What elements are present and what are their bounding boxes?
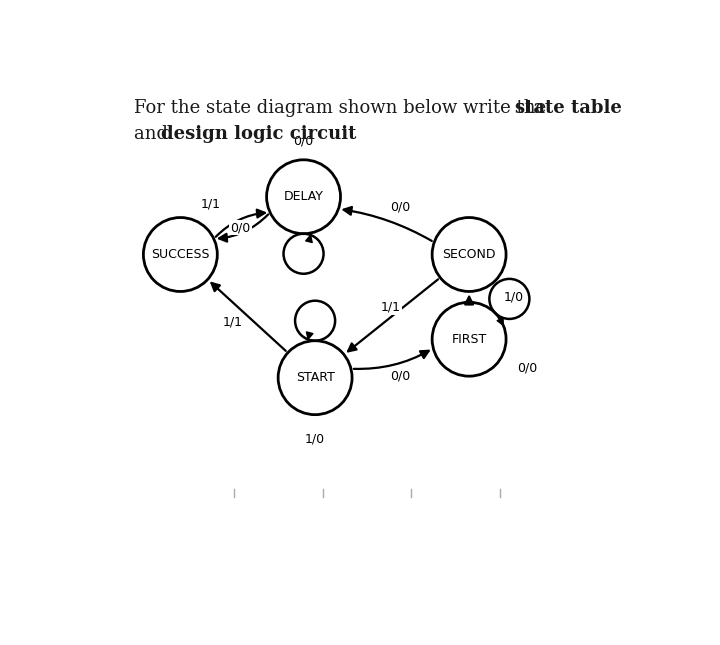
Text: 0/0: 0/0 <box>294 134 314 147</box>
Text: 0/0: 0/0 <box>390 370 410 382</box>
Text: and: and <box>134 125 174 143</box>
Text: 1/1: 1/1 <box>381 301 400 313</box>
Text: 1/1: 1/1 <box>222 316 243 329</box>
Circle shape <box>266 160 341 233</box>
Text: design logic circuit: design logic circuit <box>161 125 356 143</box>
Text: FIRST: FIRST <box>451 333 487 346</box>
Text: For the state diagram shown below write the: For the state diagram shown below write … <box>134 99 552 117</box>
Text: 1/0: 1/0 <box>504 290 524 303</box>
Text: START: START <box>296 372 335 384</box>
Circle shape <box>143 217 217 292</box>
Text: state table: state table <box>515 99 621 117</box>
Text: SECOND: SECOND <box>442 248 496 261</box>
Text: 0/0: 0/0 <box>390 200 410 213</box>
Circle shape <box>278 341 352 415</box>
Circle shape <box>432 217 506 292</box>
Text: 1/1: 1/1 <box>201 198 221 211</box>
Text: SUCCESS: SUCCESS <box>151 248 210 261</box>
Text: 1/0: 1/0 <box>305 433 325 446</box>
Circle shape <box>432 303 506 376</box>
Text: 0/0: 0/0 <box>230 221 251 234</box>
Text: DELAY: DELAY <box>284 190 323 203</box>
Text: 0/0: 0/0 <box>517 362 537 375</box>
